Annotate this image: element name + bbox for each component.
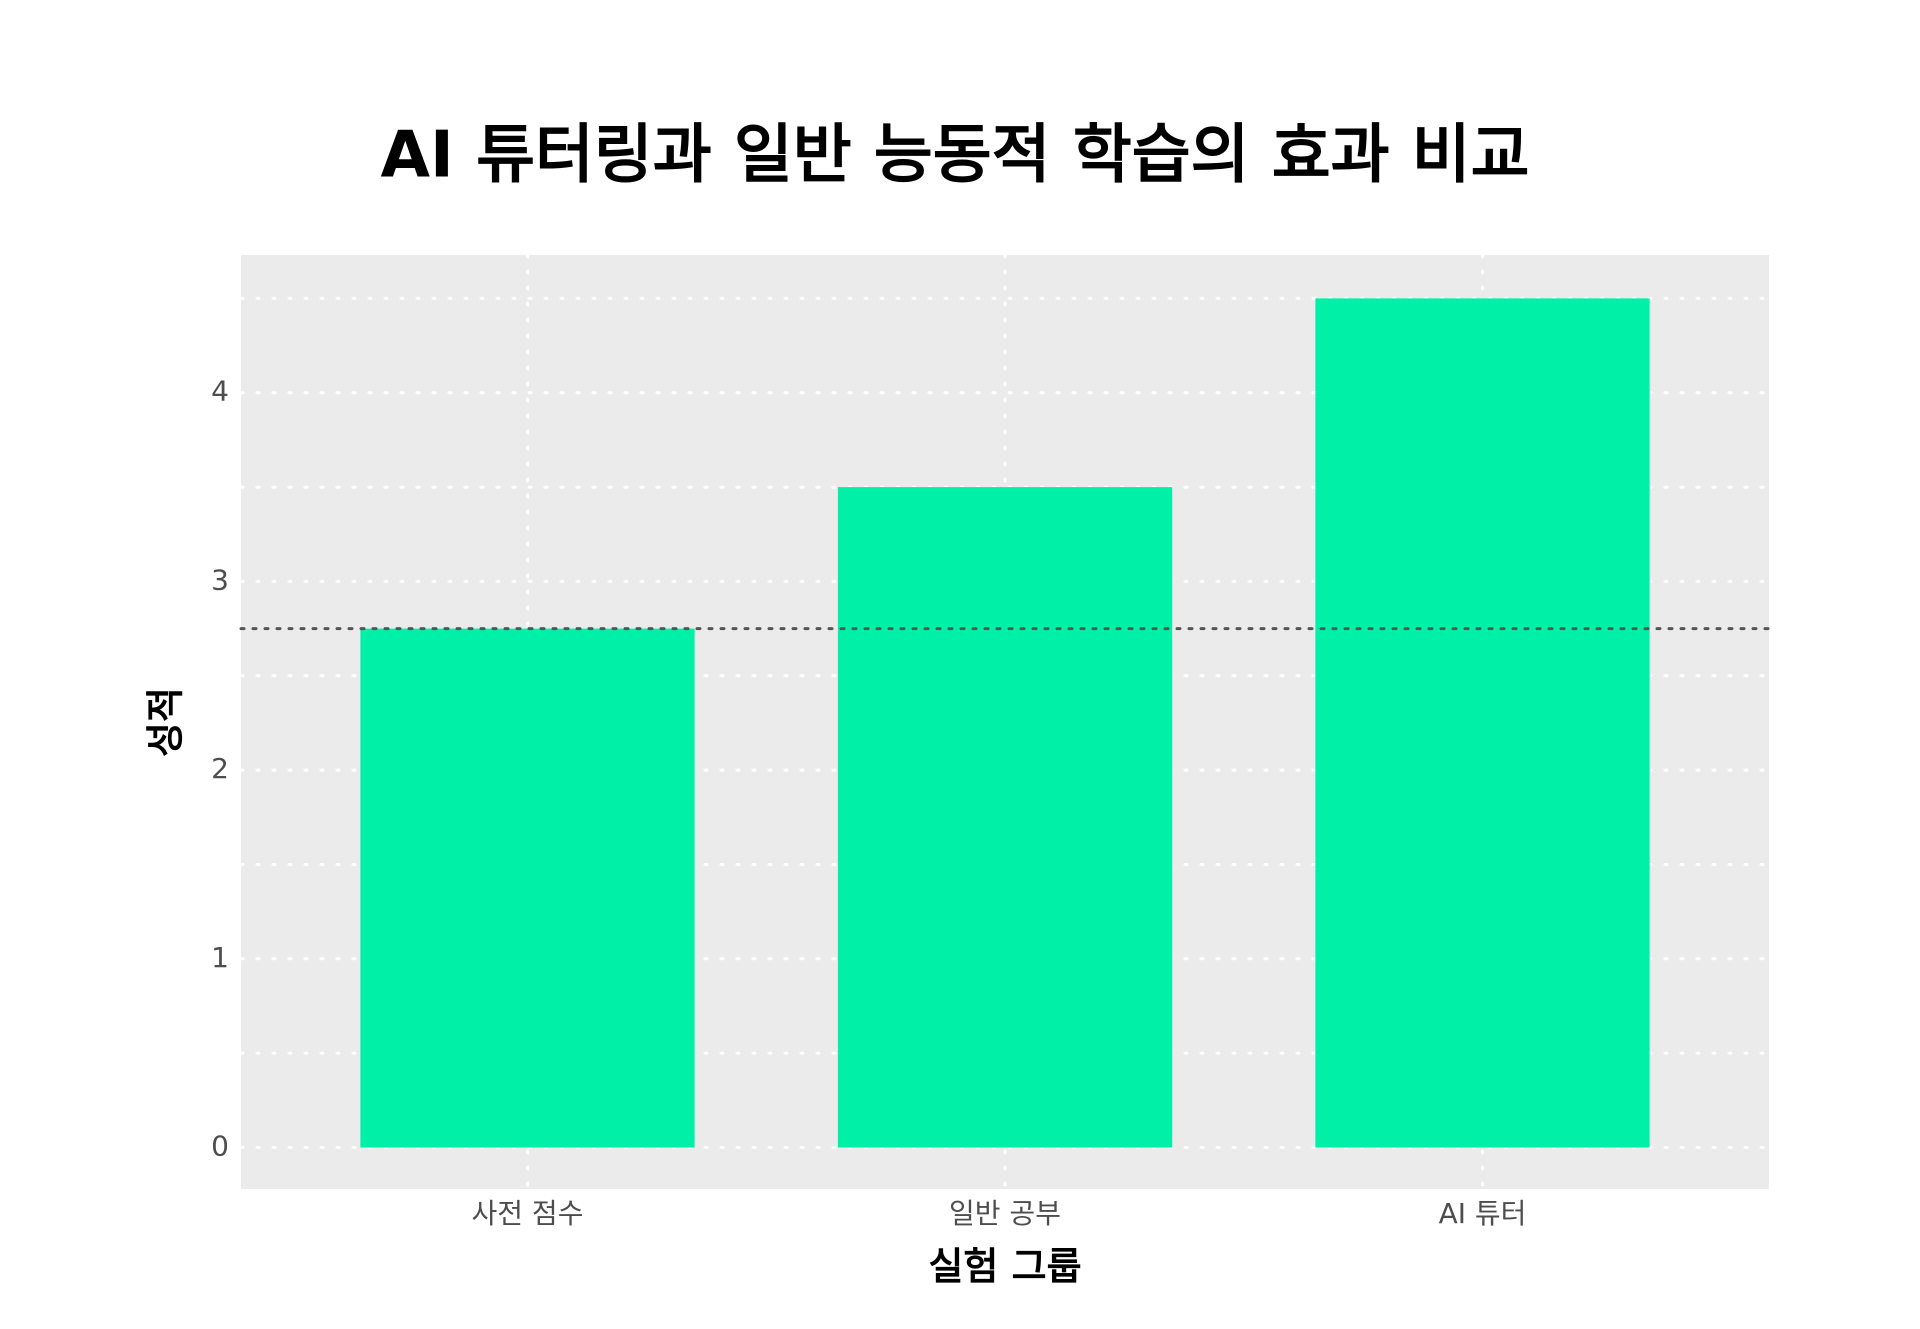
x-tick-label: AI 튜터 [1439, 1197, 1527, 1230]
y-tick-label: 4 [211, 375, 229, 408]
y-tick-label: 2 [211, 752, 229, 785]
bar [837, 487, 1173, 1148]
y-tick-label: 3 [211, 563, 229, 596]
y-tick-label: 0 [211, 1129, 229, 1162]
x-axis-title: 실험 그룹 [928, 1245, 1081, 1289]
x-tick-label: 사전 점수 [472, 1197, 584, 1230]
bar [360, 628, 695, 1148]
y-axis-title: 성적 [144, 687, 188, 757]
bar [1315, 298, 1650, 1148]
chart-title: AI 튜터링과 일반 능동적 학습의 효과 비교 [380, 119, 1529, 193]
y-tick-label: 1 [211, 941, 229, 974]
x-tick-label: 일반 공부 [949, 1197, 1061, 1230]
